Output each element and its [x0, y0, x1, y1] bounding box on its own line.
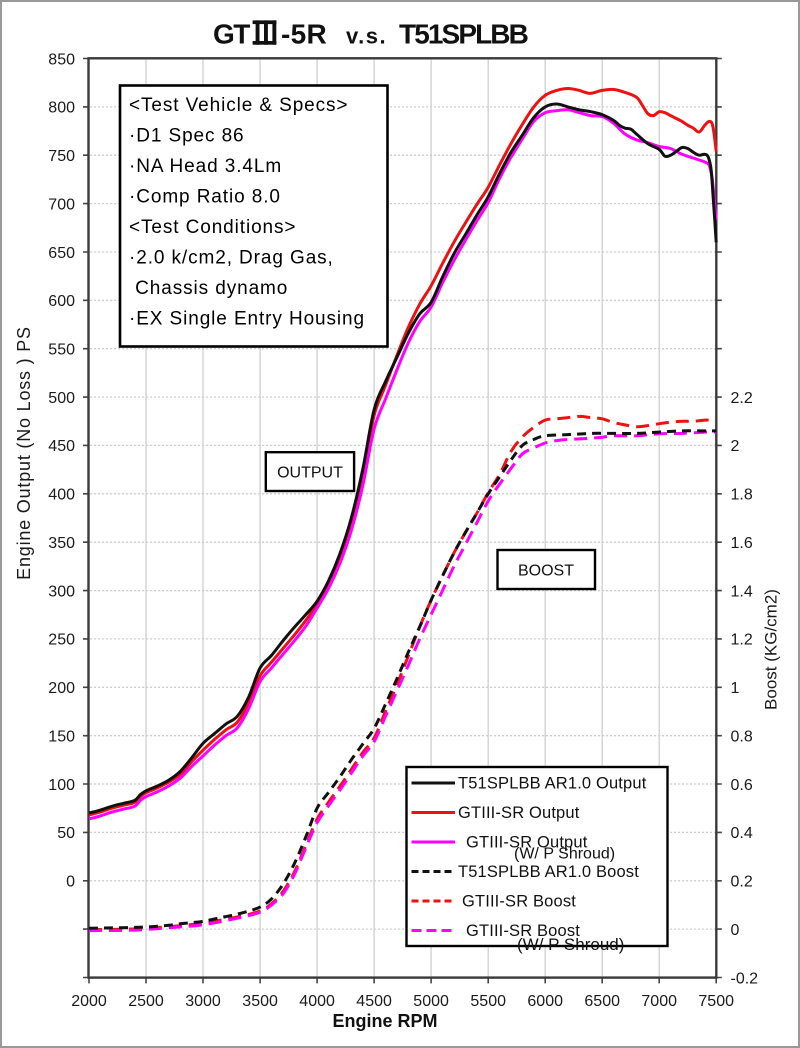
svg-text:150: 150 — [48, 729, 75, 746]
svg-text:5000: 5000 — [413, 993, 449, 1010]
svg-text:2: 2 — [731, 438, 740, 455]
svg-text:BOOST: BOOST — [518, 563, 574, 580]
svg-text:2000: 2000 — [71, 993, 107, 1010]
svg-text:·NA Head 3.4Lm: ·NA Head 3.4Lm — [129, 156, 282, 177]
svg-text:(W/ P Shroud): (W/ P Shroud) — [517, 935, 624, 954]
svg-text:1.2: 1.2 — [731, 632, 753, 649]
svg-text:7000: 7000 — [641, 993, 677, 1010]
svg-text:-0.2: -0.2 — [731, 970, 759, 987]
svg-text:750: 750 — [48, 148, 75, 165]
svg-text:0.8: 0.8 — [731, 729, 753, 746]
svg-text:450: 450 — [48, 438, 75, 455]
svg-text:0.2: 0.2 — [731, 874, 753, 891]
svg-text:2.2: 2.2 — [731, 390, 753, 407]
svg-text:GTIII-SR Boost: GTIII-SR Boost — [462, 893, 576, 911]
svg-text:GTIII-SR Output: GTIII-SR Output — [458, 804, 580, 822]
svg-text:6000: 6000 — [527, 993, 563, 1010]
svg-text:GTIII-SR Boost: GTIII-SR Boost — [466, 922, 580, 940]
svg-text:T51SPLBB AR1.0 Boost: T51SPLBB AR1.0 Boost — [458, 863, 639, 881]
svg-text:200: 200 — [48, 680, 75, 697]
svg-text:·Comp Ratio 8.0: ·Comp Ratio 8.0 — [129, 187, 281, 208]
svg-text:<Test Vehicle & Specs>: <Test Vehicle & Specs> — [129, 95, 348, 116]
svg-text:T51SPLBB AR1.0 Output: T51SPLBB AR1.0 Output — [458, 775, 647, 793]
svg-text:OUTPUT: OUTPUT — [277, 465, 343, 482]
svg-text:<Test Conditions>: <Test Conditions> — [129, 217, 296, 238]
svg-text:3500: 3500 — [242, 993, 278, 1010]
svg-text:(W/ P Shroud): (W/ P Shroud) — [514, 846, 615, 863]
svg-text:550: 550 — [48, 342, 75, 359]
svg-text:1: 1 — [731, 680, 740, 697]
svg-text:400: 400 — [48, 487, 75, 504]
svg-text:-5R: -5R — [281, 19, 327, 50]
svg-text:2500: 2500 — [128, 993, 164, 1010]
svg-text:7500: 7500 — [698, 993, 734, 1010]
svg-text:0: 0 — [66, 874, 75, 891]
svg-text:·D1 Spec 86: ·D1 Spec 86 — [129, 126, 245, 147]
svg-text:Boost (KG/cm2): Boost (KG/cm2) — [762, 589, 781, 710]
svg-text:50: 50 — [57, 825, 75, 842]
svg-text:v.s.: v.s. — [346, 24, 387, 49]
svg-text:1.8: 1.8 — [731, 487, 753, 504]
svg-text:500: 500 — [48, 390, 75, 407]
svg-text:Chassis dynamo: Chassis dynamo — [129, 278, 288, 299]
svg-text:300: 300 — [48, 583, 75, 600]
svg-text:350: 350 — [48, 535, 75, 552]
svg-text:0.4: 0.4 — [731, 825, 753, 842]
svg-text:800: 800 — [48, 100, 75, 117]
svg-text:GT: GT — [213, 19, 250, 50]
svg-text:·EX Single Entry Housing: ·EX Single Entry Housing — [129, 309, 365, 330]
svg-text:4000: 4000 — [299, 993, 335, 1010]
svg-text:3000: 3000 — [185, 993, 221, 1010]
svg-text:T51SPLBB: T51SPLBB — [399, 19, 528, 50]
svg-text:6500: 6500 — [584, 993, 620, 1010]
svg-text:5500: 5500 — [470, 993, 506, 1010]
svg-text:0.6: 0.6 — [731, 777, 753, 794]
svg-text:650: 650 — [48, 245, 75, 262]
svg-text:·2.0 k/cm2, Drag Gas,: ·2.0 k/cm2, Drag Gas, — [129, 248, 334, 269]
svg-text:0: 0 — [731, 922, 740, 939]
svg-text:GTIII-SR Output: GTIII-SR Output — [466, 834, 588, 852]
svg-text:100: 100 — [48, 777, 75, 794]
svg-text:4500: 4500 — [356, 993, 392, 1010]
svg-text:Engine Output (No Loss ) PS: Engine Output (No Loss ) PS — [14, 326, 34, 580]
svg-text:Engine RPM: Engine RPM — [332, 1011, 437, 1031]
svg-text:1.4: 1.4 — [731, 583, 753, 600]
svg-text:1.6: 1.6 — [731, 535, 753, 552]
svg-text:600: 600 — [48, 293, 75, 310]
svg-text:850: 850 — [48, 51, 75, 68]
svg-text:250: 250 — [48, 632, 75, 649]
svg-text:700: 700 — [48, 196, 75, 213]
